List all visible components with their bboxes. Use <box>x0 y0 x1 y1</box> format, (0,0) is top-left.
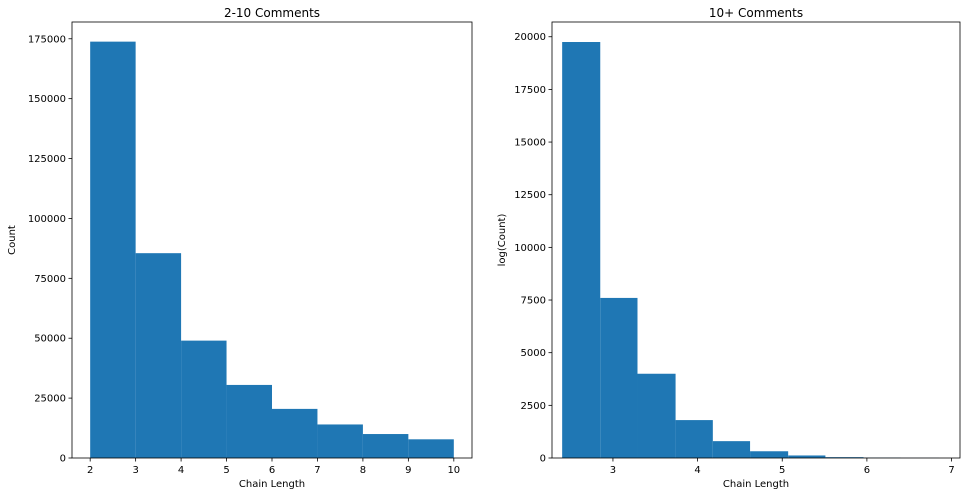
x-tick-label-1-3: 6 <box>864 465 870 476</box>
y-tick-label-1-6: 15000 <box>514 138 546 149</box>
y-tick-label-1-0: 0 <box>540 454 546 465</box>
x-axis-label-0: Chain Length <box>239 479 305 490</box>
chart-title-1: 10+ Comments <box>709 6 803 20</box>
y-tick-label-0-4: 100000 <box>28 214 66 225</box>
x-tick-label-0-2: 4 <box>178 465 184 476</box>
histogram-bar-1-3 <box>675 420 713 458</box>
histogram-bar-1-0 <box>562 42 601 458</box>
y-tick-label-0-7: 175000 <box>28 34 66 45</box>
y-tick-label-1-2: 5000 <box>521 348 546 359</box>
x-tick-label-1-2: 5 <box>779 465 785 476</box>
axes-frame-1 <box>551 21 961 459</box>
chart-panel-2-10-comments: 2 3 4 5 6 7 8 9 10 0 25000 50000 75000 100000 125000 15… <box>7 6 473 490</box>
x-tick-label-1-1: 4 <box>694 465 700 476</box>
histogram-bar-1-7 <box>825 457 864 458</box>
x-tick-label-0-1: 3 <box>132 465 138 476</box>
x-tick-label-0-3: 5 <box>223 465 229 476</box>
x-axis-label-1: Chain Length <box>723 479 789 490</box>
chart-title-0: 2-10 Comments <box>224 6 320 20</box>
y-tick-label-1-3: 7500 <box>521 296 546 307</box>
y-tick-label-0-5: 125000 <box>28 154 66 165</box>
histogram-bar-1-1 <box>600 297 638 458</box>
histogram-bar-1-6 <box>788 455 826 458</box>
x-tick-label-0-8: 10 <box>447 465 460 476</box>
y-tick-label-1-8: 20000 <box>514 32 546 43</box>
y-tick-label-1-1: 2500 <box>521 401 546 412</box>
histogram-bar-0-3 <box>226 384 272 458</box>
histogram-bar-0-4 <box>272 408 318 458</box>
y-tick-label-1-7: 17500 <box>514 85 546 96</box>
x-tick-label-0-0: 2 <box>87 465 93 476</box>
y-axis-label-0: Count <box>7 225 18 255</box>
y-tick-label-1-4: 10000 <box>514 243 546 254</box>
histogram-bar-0-6 <box>362 434 409 458</box>
histogram-bar-0-1 <box>135 253 182 458</box>
histogram-bar-1-2 <box>637 373 676 458</box>
y-tick-label-0-6: 150000 <box>28 94 66 105</box>
x-tick-label-0-6: 8 <box>360 465 366 476</box>
y-tick-label-0-2: 50000 <box>34 334 66 345</box>
y-axis-label-1: log(Count) <box>497 214 508 267</box>
histogram-bar-1-4 <box>712 441 751 458</box>
y-tick-label-0-3: 75000 <box>34 274 66 285</box>
x-tick-label-0-5: 7 <box>314 465 320 476</box>
x-tick-label-0-7: 9 <box>405 465 411 476</box>
histogram-bar-0-0 <box>90 41 136 458</box>
y-tick-label-0-0: 0 <box>60 454 66 465</box>
y-tick-label-1-5: 12500 <box>514 190 546 201</box>
chart-panel-10plus-comments: 3 4 5 6 7 0 2500 5000 7500 10000 12500 15000 17500 20… <box>497 6 961 490</box>
histogram-bar-0-5 <box>317 424 363 458</box>
x-tick-label-0-4: 6 <box>269 465 275 476</box>
histogram-bar-1-5 <box>750 451 789 458</box>
histogram-bar-0-7 <box>408 439 454 458</box>
x-tick-label-1-4: 7 <box>948 465 954 476</box>
y-tick-label-0-1: 25000 <box>34 394 66 405</box>
histogram-bar-0-2 <box>181 340 227 458</box>
x-tick-label-1-0: 3 <box>610 465 616 476</box>
